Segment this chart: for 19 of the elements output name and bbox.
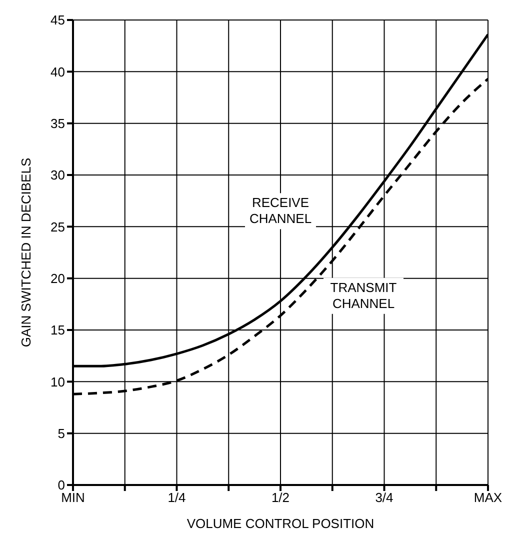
y-tick-label: 45 bbox=[50, 12, 65, 28]
y-tick-label: 20 bbox=[50, 270, 65, 286]
x-axis-title: VOLUME CONTROL POSITION bbox=[186, 516, 374, 531]
x-tick-label: 3/4 bbox=[375, 490, 394, 506]
y-axis-title: GAIN SWITCHED IN DECIBELS bbox=[18, 158, 34, 348]
y-tick-label: 35 bbox=[50, 116, 65, 131]
x-tick-label: MAX bbox=[474, 490, 502, 506]
y-tick-label: 0 bbox=[58, 478, 65, 493]
x-tick-label: MIN bbox=[61, 490, 85, 506]
annotation: RECEIVE CHANNEL bbox=[249, 195, 312, 226]
y-tick-label: 5 bbox=[58, 426, 65, 441]
annotation: TRANSMIT CHANNEL bbox=[330, 280, 397, 311]
y-tick-label: 25 bbox=[50, 219, 65, 234]
x-tick-label: 1/4 bbox=[168, 490, 186, 506]
y-tick-label: 10 bbox=[50, 374, 65, 390]
y-tick-label: 30 bbox=[50, 168, 65, 183]
y-tick-label: 15 bbox=[50, 322, 65, 338]
y-tick-label: 40 bbox=[50, 64, 65, 80]
x-tick-label: 1/2 bbox=[271, 490, 290, 506]
